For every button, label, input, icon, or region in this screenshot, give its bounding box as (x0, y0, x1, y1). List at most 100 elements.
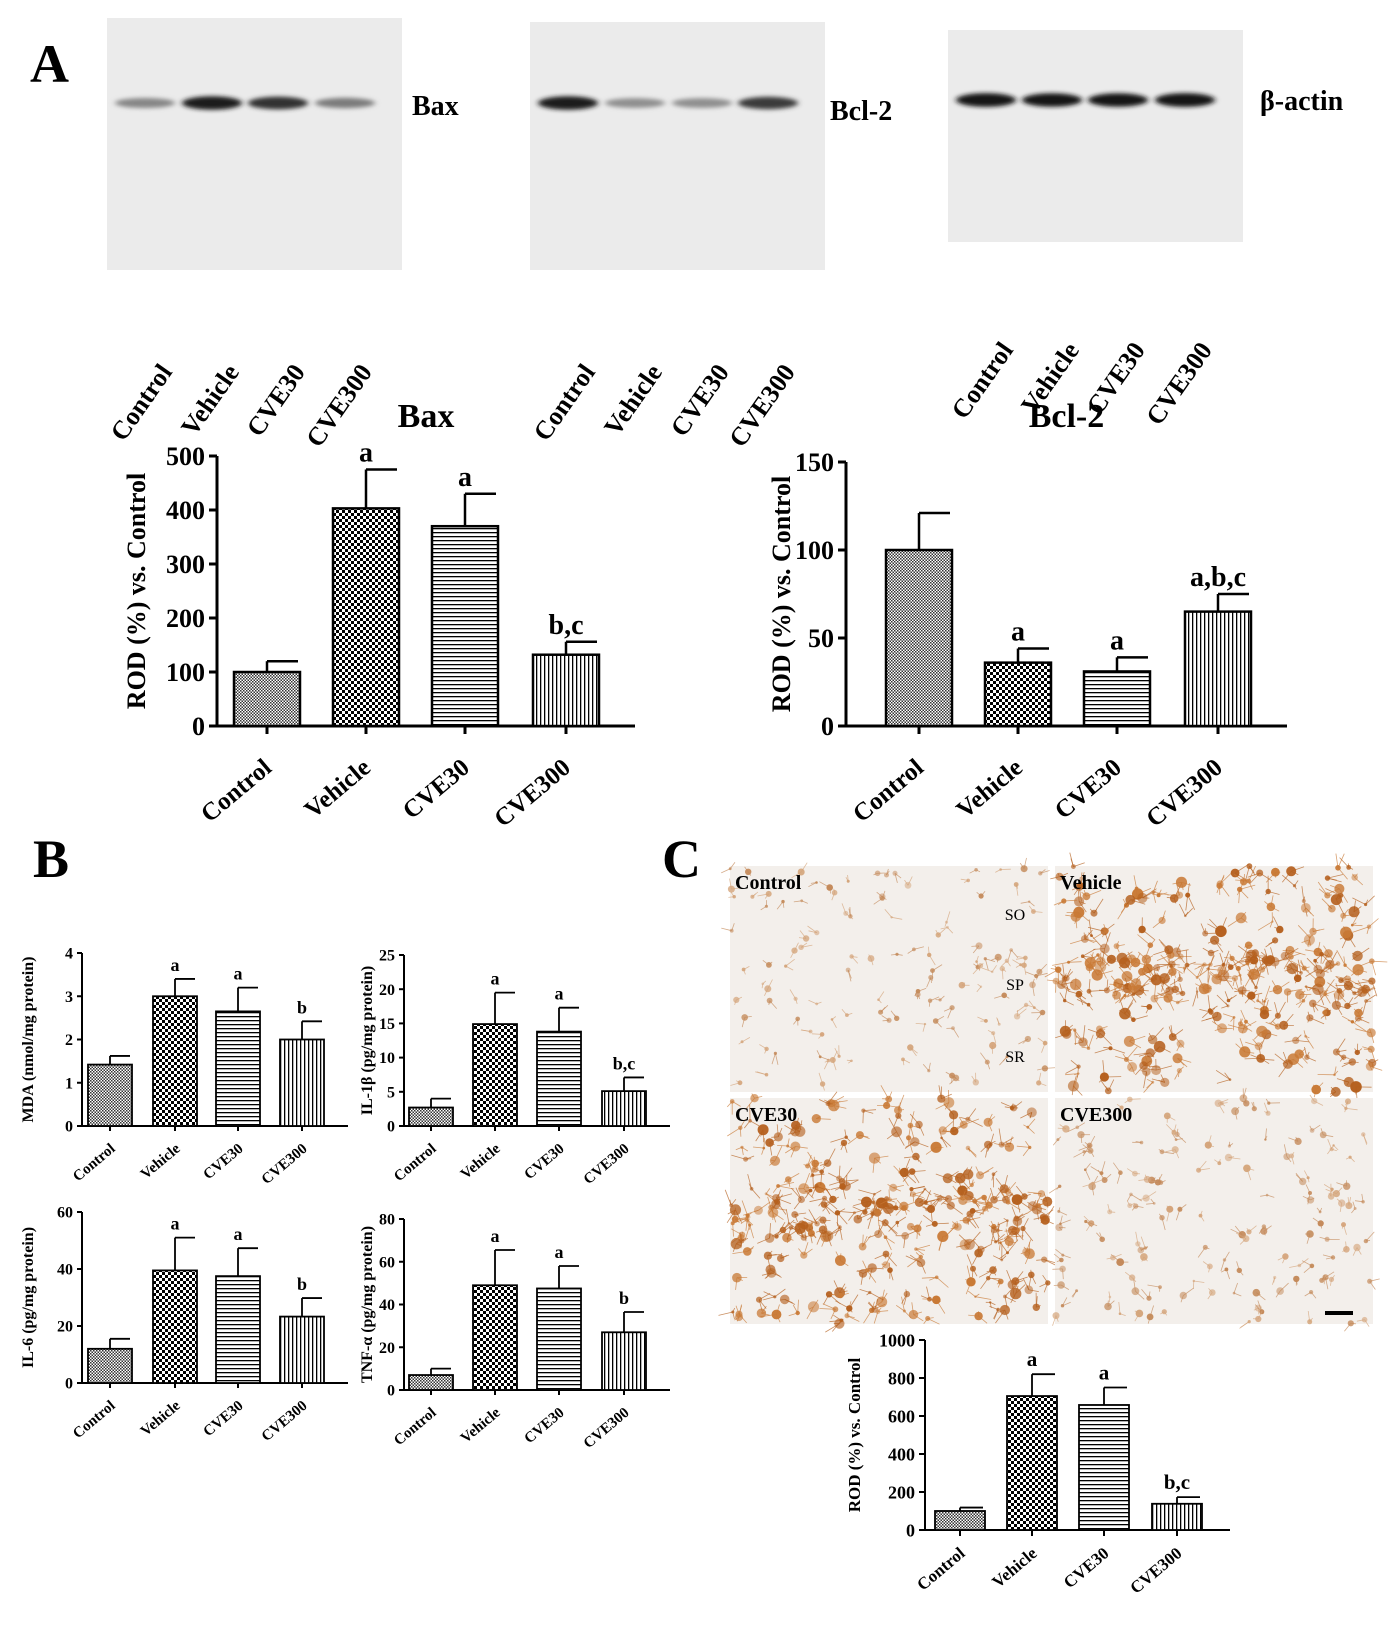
x-tick-label: Vehicle (988, 1543, 1041, 1591)
y-tick-label: 2 (65, 1032, 73, 1049)
blot-lane-label: CVE300 (1140, 337, 1218, 431)
immunostaining-micrographs: Control Vehicle CVE30 CVE300 SO SP SR (718, 852, 1388, 1333)
y-tick-label: 60 (57, 1205, 73, 1222)
stained-cells (721, 857, 1057, 1091)
blot-band (248, 96, 308, 110)
significance-label: a (171, 1214, 180, 1234)
chart-title: Bax (398, 398, 455, 435)
x-tick-label: Vehicle (458, 1405, 504, 1447)
y-tick-label: 0 (387, 1119, 395, 1136)
x-tick-label: CVE30 (1050, 754, 1127, 825)
bax-rod-chart: Bax 0 100 200 300 400 500 ROD (%) vs. Control Co… (122, 398, 635, 833)
significance-label: a (491, 1226, 500, 1246)
y-tick-label: 15 (379, 1016, 395, 1033)
bar (279, 1315, 325, 1384)
significance-label: a (1110, 625, 1124, 656)
bar (331, 507, 401, 728)
significance-label: b (297, 1274, 307, 1294)
scale-bar (1325, 1311, 1353, 1315)
y-tick-label: 1 (65, 1075, 73, 1092)
y-tick-label: 0 (65, 1376, 73, 1393)
y-tick-label: 500 (166, 442, 205, 471)
bar (601, 1090, 647, 1127)
x-tick-label: CVE300 (1126, 1544, 1185, 1598)
bar (472, 1023, 518, 1127)
y-tick-label: 20 (379, 982, 395, 999)
micrograph-label: Control (735, 872, 802, 894)
blot-band (1022, 93, 1082, 107)
y-tick-label: 40 (57, 1262, 73, 1279)
x-tick-label: Vehicle (458, 1141, 504, 1183)
blot-band (315, 97, 375, 109)
stained-cells (718, 1085, 1057, 1333)
blot-band (605, 98, 665, 108)
x-tick-label: CVE30 (201, 1141, 247, 1183)
x-tick-label: Vehicle (952, 754, 1028, 824)
bar (152, 995, 198, 1127)
x-tick-label: CVE300 (1141, 754, 1228, 833)
y-tick-label: 10 (379, 1050, 395, 1067)
micrograph-panel: Vehicle (1044, 852, 1388, 1099)
y-tick-label: 0 (192, 712, 205, 741)
il6-chart: 0 20 40 60 IL-6 (pg/mg protein) Control a Vehic… (20, 1205, 348, 1445)
hippocampal-layer-label: SO (1005, 907, 1025, 924)
y-tick-label: 150 (795, 448, 834, 477)
y-tick-label: 20 (57, 1319, 73, 1336)
x-tick-label: Control (913, 1543, 969, 1594)
x-tick-label: Control (391, 1141, 439, 1185)
x-tick-label: CVE30 (1060, 1544, 1113, 1593)
significance-label: a (1011, 617, 1025, 648)
blot-label: Bax (412, 91, 459, 122)
bar (983, 661, 1053, 728)
y-tick-label: 300 (166, 550, 205, 579)
y-axis-label: IL-1β (pg/mg protein) (359, 966, 376, 1115)
y-axis-label: ROD (%) vs. Control (845, 1357, 864, 1512)
bar (215, 1010, 261, 1127)
x-tick-label: CVE300 (259, 1398, 311, 1445)
y-tick-label: 600 (888, 1406, 915, 1426)
significance-label: b,c (549, 610, 584, 641)
significance-label: a (234, 1224, 243, 1244)
significance-label: a (555, 1242, 564, 1262)
bar (531, 653, 601, 728)
blot-lane-label: Control (528, 359, 601, 446)
y-tick-label: 800 (888, 1368, 915, 1388)
blot-band (115, 97, 175, 109)
y-tick-label: 0 (906, 1520, 915, 1540)
significance-label: b,c (1164, 1470, 1190, 1494)
significance-label: b (619, 1288, 629, 1308)
hippocampal-layer-label: SR (1005, 1049, 1025, 1066)
x-tick-label: CVE300 (259, 1141, 311, 1188)
bar (1082, 670, 1152, 728)
blot-band (1155, 93, 1215, 107)
gfap-rod-chart: 0 200 400 600 800 1000 ROD (%) vs. Control Cont… (845, 1330, 1230, 1598)
y-tick-label: 25 (379, 948, 395, 965)
x-tick-label: CVE30 (522, 1141, 568, 1183)
y-axis-label: MDA (nmol/mg protein) (20, 957, 37, 1123)
stained-cells (1048, 1087, 1380, 1332)
x-tick-label: Control (848, 754, 929, 828)
bar (1151, 1502, 1203, 1531)
y-tick-label: 50 (808, 624, 834, 653)
x-tick-label: CVE300 (489, 754, 576, 833)
bar (408, 1374, 454, 1391)
significance-label: a (1099, 1361, 1110, 1385)
bar (1006, 1395, 1058, 1531)
x-tick-label: Control (391, 1405, 439, 1449)
significance-label: b (297, 997, 307, 1017)
blot-lane-label: Vehicle (598, 359, 668, 441)
hippocampal-layer-label: SP (1006, 977, 1024, 994)
x-tick-label: Vehicle (138, 1398, 184, 1440)
bar (884, 548, 954, 728)
y-axis-label: ROD (%) vs. Control (767, 476, 796, 712)
bar (215, 1275, 261, 1384)
x-tick-label: CVE30 (398, 754, 475, 825)
bar (232, 670, 302, 728)
y-axis-label: TNF-α (pg/mg protein) (359, 1226, 376, 1383)
y-tick-label: 1000 (879, 1330, 915, 1350)
panel-letter-b: B (33, 829, 69, 889)
